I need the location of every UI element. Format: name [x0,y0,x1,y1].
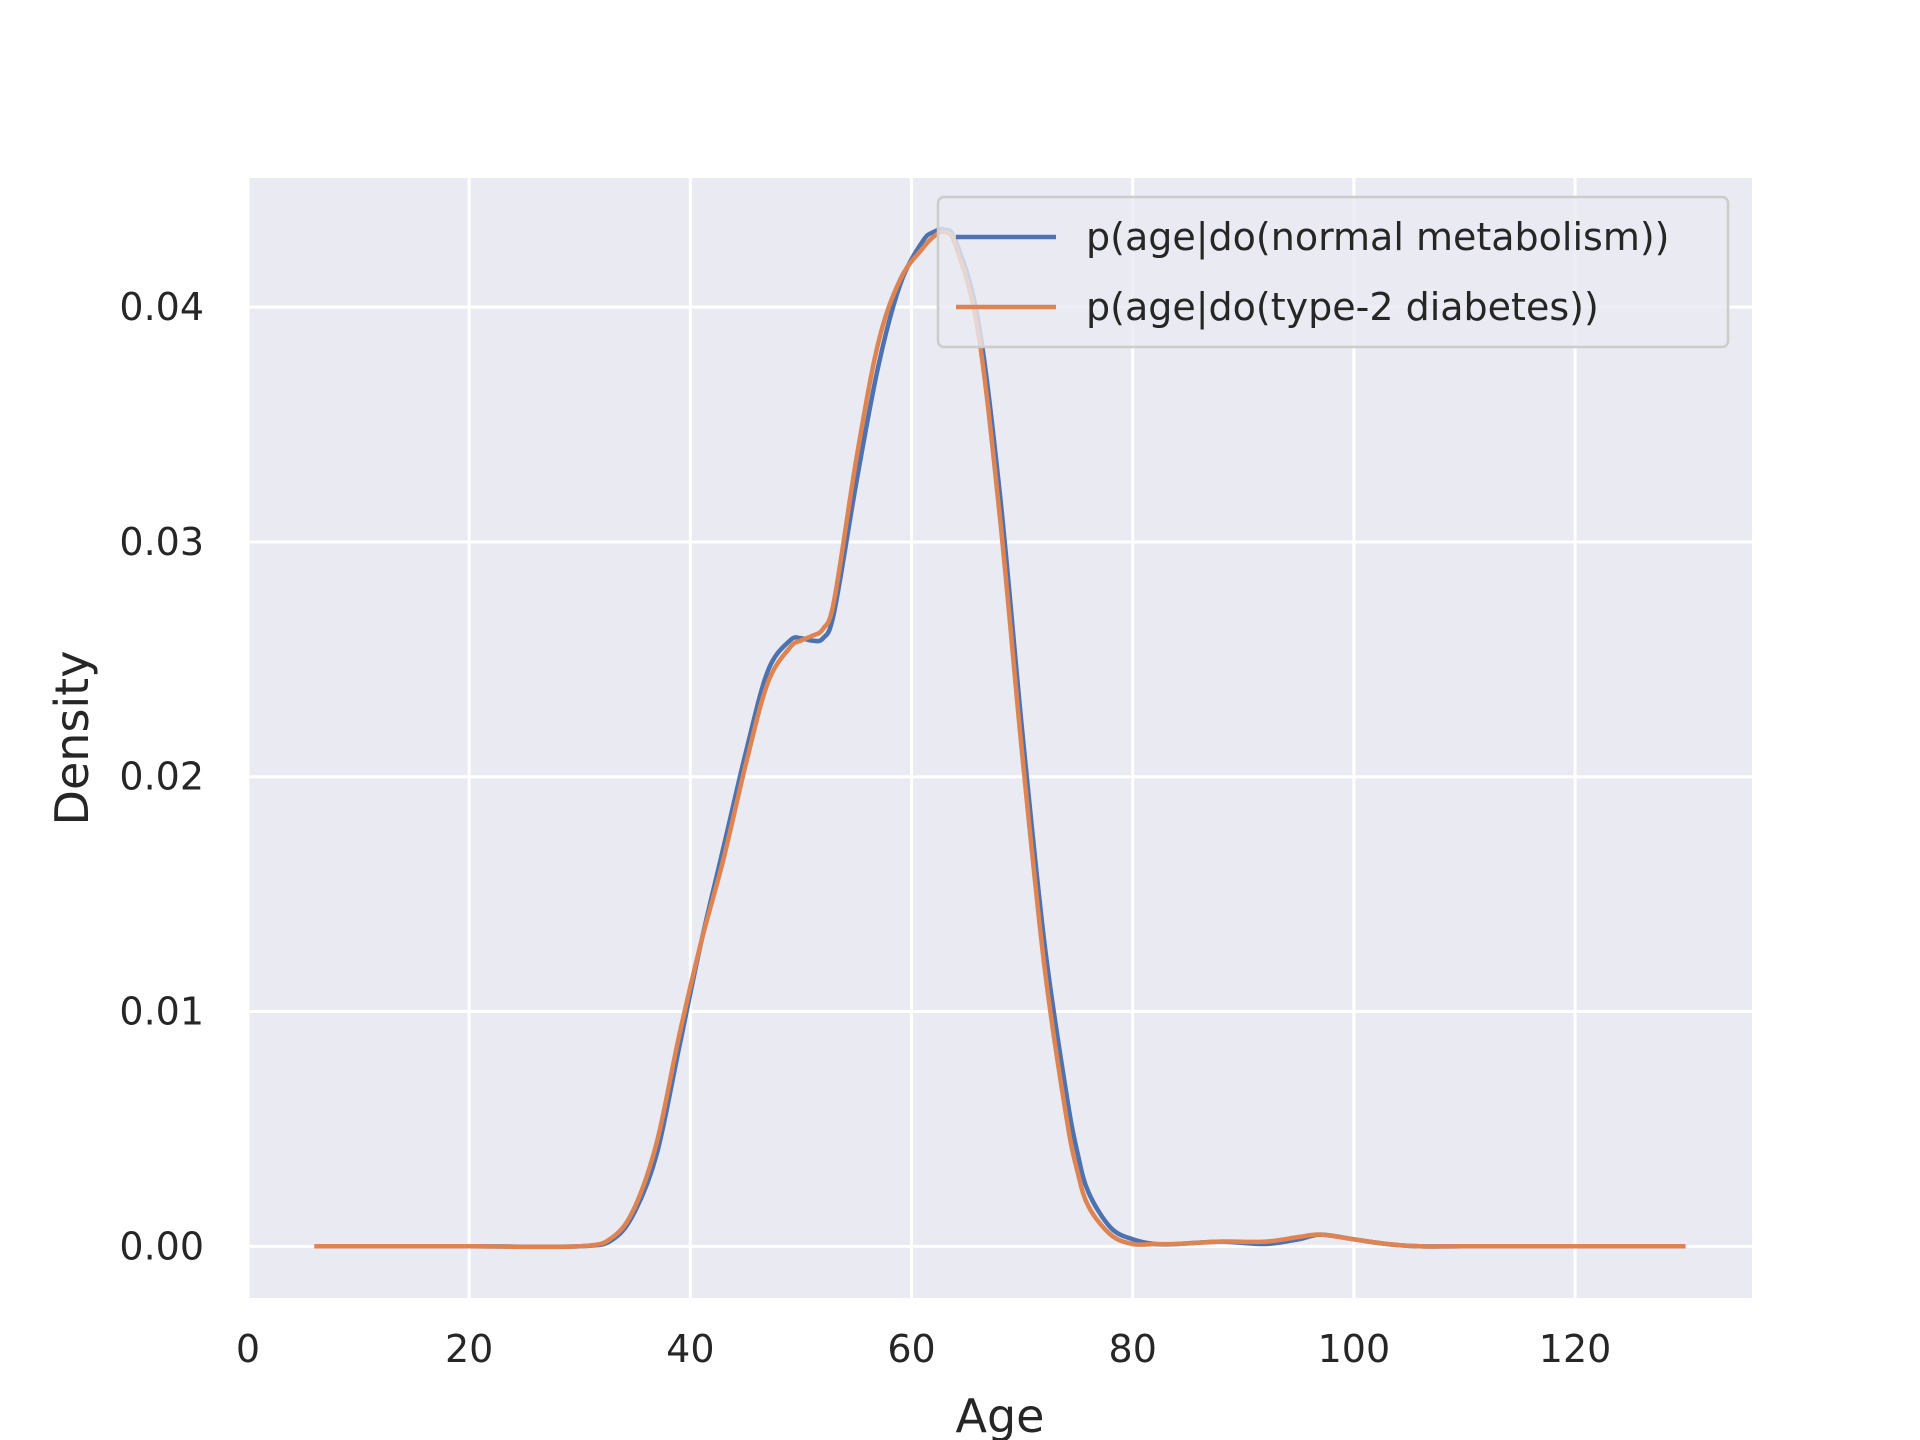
x-tick-label: 0 [236,1327,260,1371]
legend-label-2: p(age|do(type-2 diabetes)) [1086,285,1599,330]
y-tick-label: 0.00 [119,1224,204,1268]
x-tick-label: 60 [887,1327,935,1371]
x-tick-label: 80 [1109,1327,1157,1371]
y-tick-label: 0.01 [119,990,204,1034]
y-axis-label: Density [45,651,99,826]
x-axis-label: Age [956,1389,1045,1440]
x-tick-label: 100 [1318,1327,1391,1371]
x-tick-labels: 0 20 40 60 80 100 120 [236,1327,1611,1371]
y-tick-labels: 0.00 0.01 0.02 0.03 0.04 [119,285,204,1268]
legend-label-1: p(age|do(normal metabolism)) [1086,215,1670,260]
x-tick-label: 20 [445,1327,493,1371]
x-tick-label: 120 [1539,1327,1612,1371]
legend: p(age|do(normal metabolism)) p(age|do(typ… [936,195,1730,349]
y-tick-label: 0.02 [119,755,204,799]
legend-box [936,195,1730,349]
x-tick-label: 40 [666,1327,714,1371]
y-tick-label: 0.03 [119,520,204,564]
y-tick-label: 0.04 [119,285,204,329]
plot-area [248,178,1752,1298]
